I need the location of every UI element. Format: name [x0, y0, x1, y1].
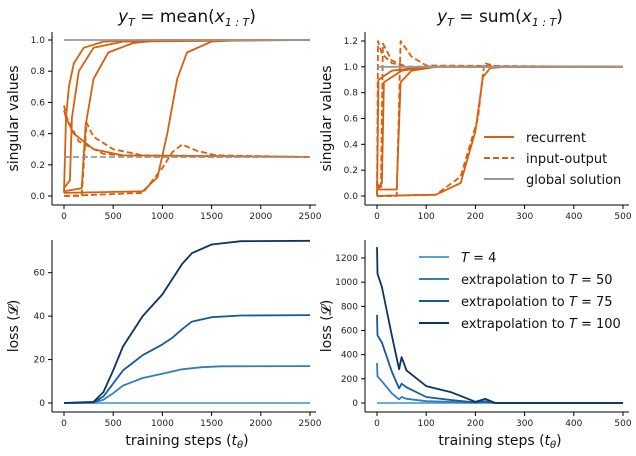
- y-tick-label: 1200: [335, 254, 358, 264]
- y-tick-label: 20: [34, 356, 46, 366]
- y-tick-label: 40: [34, 312, 46, 322]
- y-tick-label: 400: [341, 351, 358, 361]
- y-tick-label: 0.4: [344, 140, 359, 150]
- x-tick-label: 300: [516, 212, 533, 222]
- series-line-recurrent-2: [376, 65, 623, 191]
- series-line-extrapolation-to-t-100: [376, 247, 623, 404]
- y-tick-label: 0.0: [31, 192, 46, 202]
- x-tick-label: 300: [516, 419, 533, 429]
- legend-label: recurrent: [526, 131, 586, 146]
- legend-label: extrapolation to T = 50: [461, 273, 613, 288]
- x-tick-label: 2000: [249, 419, 272, 429]
- x-tick-label: 0: [374, 212, 380, 222]
- y-tick-label: 200: [341, 375, 358, 385]
- series-line-extrapolation-to-t-50: [63, 365, 311, 404]
- y-axis-label: singular values: [6, 65, 22, 171]
- subplot-title: yT = mean(x1 : T): [117, 7, 256, 29]
- legend-label: input-output: [526, 152, 607, 167]
- y-tick-label: 1.2: [344, 37, 358, 47]
- x-tick-label: 1000: [151, 419, 174, 429]
- series-line-recurrent-2: [63, 39, 311, 189]
- y-axis-label: singular values: [319, 65, 335, 171]
- series-line-extrapolation-to-t-100: [63, 239, 311, 404]
- x-axis-label: training steps (tθ): [438, 433, 561, 451]
- legend-label: global solution: [526, 173, 621, 188]
- x-tick-label: 400: [565, 419, 582, 429]
- series-line-input-output-6: [63, 105, 310, 158]
- x-tick-label: 1500: [200, 212, 223, 222]
- x-tick-label: 0: [61, 212, 67, 222]
- x-tick-label: 100: [418, 212, 435, 222]
- x-tick-label: 200: [467, 419, 484, 429]
- subplot-2: 0 100 200 300 400 500 0.0 0.2 0.4 0.6 0.8 1.0 1.2 sin…: [319, 7, 632, 222]
- y-tick-label: 1000: [335, 278, 358, 288]
- x-tick-label: 0: [61, 419, 67, 429]
- y-tick-label: 600: [341, 327, 358, 337]
- series-line-recurrent-1: [63, 39, 310, 193]
- series-line-recurrent-3: [63, 39, 310, 193]
- y-axis-label: loss (𝓛): [6, 300, 22, 353]
- x-tick-label: 1000: [151, 212, 174, 222]
- y-axis-label: loss (𝓛): [319, 300, 335, 353]
- series-line-input-output-7: [64, 121, 311, 197]
- series-line-input-output-8: [63, 143, 311, 197]
- y-tick-label: 0.2: [31, 161, 45, 171]
- series-line-extrapolation-to-t-75: [376, 314, 623, 404]
- x-tick-label: 400: [565, 212, 582, 222]
- legend-label: extrapolation to T = 100: [461, 317, 621, 332]
- x-tick-label: 500: [105, 419, 122, 429]
- x-tick-label: 200: [467, 212, 484, 222]
- series-line-extrapolation-to-t-75: [63, 314, 311, 404]
- subplot-4: 0 100 200 300 400 500 0 200 400 600 800 1000 1200 los…: [319, 240, 632, 451]
- series-line-input-output-6: [376, 42, 623, 191]
- series-line-input-output-7: [377, 40, 624, 197]
- legend-label: T = 4: [461, 251, 496, 266]
- subplot-title: yT = sum(x1 : T): [436, 7, 563, 29]
- y-tick-label: 0.6: [31, 98, 46, 108]
- y-tick-label: 0.8: [344, 89, 359, 99]
- y-tick-label: 800: [341, 302, 358, 312]
- x-tick-label: 1500: [200, 419, 223, 429]
- subplot-1: 0 500 1000 1500 2000 2500 0.0 0.2 0.4 0.6 0.8 1.0 si…: [6, 7, 322, 222]
- x-tick-label: 500: [614, 419, 631, 429]
- y-tick-label: 0.4: [31, 130, 46, 140]
- y-tick-label: 0.6: [344, 115, 359, 125]
- x-tick-label: 500: [105, 212, 122, 222]
- legend: recurrent input-output global solution: [484, 131, 621, 188]
- y-tick-label: 0.8: [31, 67, 46, 77]
- series-line-recurrent-5: [63, 109, 311, 158]
- series-line-extrapolation-to-t-50: [376, 363, 623, 404]
- y-tick-label: 1.0: [344, 63, 359, 73]
- legend: T = 4 extrapolation to T = 50 extrapolatio…: [419, 251, 621, 332]
- y-tick-label: 0: [39, 399, 45, 409]
- y-tick-label: 1.0: [31, 36, 46, 46]
- x-tick-label: 2000: [249, 212, 272, 222]
- x-tick-label: 500: [614, 212, 631, 222]
- x-tick-label: 0: [374, 419, 380, 429]
- series-line-recurrent-4: [63, 39, 310, 194]
- y-tick-label: 0.0: [344, 192, 359, 202]
- y-tick-label: 0.2: [344, 166, 358, 176]
- x-tick-label: 2500: [299, 212, 322, 222]
- y-tick-label: 60: [34, 269, 46, 279]
- x-tick-label: 100: [418, 419, 435, 429]
- x-tick-label: 2500: [299, 419, 322, 429]
- x-axis-label: training steps (tθ): [125, 433, 248, 451]
- subplot-3: 0 500 1000 1500 2000 2500 0 20 40 60 loss (𝓛) train…: [6, 239, 322, 451]
- y-tick-label: 0: [352, 399, 358, 409]
- legend-label: extrapolation to T = 75: [461, 295, 613, 310]
- series-line-recurrent-3: [377, 65, 623, 191]
